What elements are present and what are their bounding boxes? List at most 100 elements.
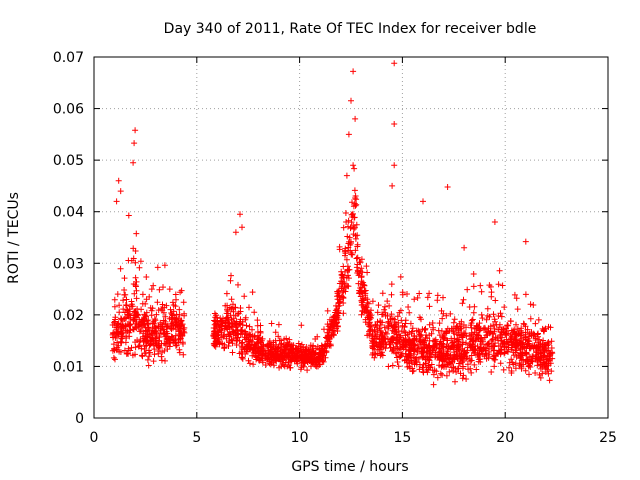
data-point: [474, 332, 481, 339]
data-point: [116, 309, 123, 316]
data-point: [388, 322, 395, 329]
data-point: [212, 318, 219, 325]
data-point: [508, 327, 515, 334]
data-point: [490, 311, 497, 318]
data-point: [110, 334, 117, 341]
data-point: [430, 326, 437, 333]
data-point: [470, 271, 477, 277]
data-point: [395, 363, 402, 370]
data-point: [451, 356, 458, 363]
y-tick-label: 0.06: [53, 102, 84, 118]
data-point: [211, 328, 218, 335]
data-point: [398, 328, 405, 335]
data-point: [237, 305, 244, 311]
data-point: [255, 336, 261, 343]
data-point: [281, 336, 288, 343]
data-point: [410, 346, 417, 352]
data-point: [513, 295, 520, 302]
data-point: [375, 302, 382, 309]
data-point: [145, 324, 152, 331]
data-point: [162, 313, 169, 320]
data-point: [454, 323, 461, 330]
data-point: [155, 307, 162, 314]
data-point: [389, 182, 396, 189]
data-point: [126, 306, 133, 313]
data-point: [430, 381, 437, 388]
data-point: [440, 294, 446, 301]
data-point: [350, 162, 357, 169]
data-point: [540, 337, 547, 344]
data-point: [253, 350, 259, 357]
data-point: [267, 356, 274, 363]
data-point: [300, 351, 307, 358]
data-point: [141, 346, 148, 353]
data-point: [426, 290, 433, 297]
data-point: [227, 277, 234, 284]
data-point: [268, 320, 275, 327]
data-point: [277, 345, 283, 351]
data-point: [241, 293, 248, 300]
data-point: [536, 371, 543, 378]
data-point: [287, 364, 294, 371]
data-point: [490, 330, 497, 337]
data-point: [159, 349, 166, 356]
data-point: [453, 369, 460, 375]
data-point: [223, 290, 230, 297]
data-point: [530, 302, 537, 308]
data-point: [506, 359, 513, 366]
data-point: [463, 376, 470, 382]
data-point: [113, 346, 120, 353]
data-point: [516, 352, 523, 359]
data-point: [165, 335, 172, 341]
data-point: [352, 235, 359, 242]
data-point: [340, 224, 347, 231]
data-point: [449, 342, 456, 349]
data-point: [345, 266, 352, 273]
data-point: [267, 361, 274, 368]
data-point: [246, 360, 253, 367]
data-point: [223, 315, 230, 322]
data-point: [444, 184, 451, 190]
data-point: [235, 334, 241, 341]
data-point: [272, 329, 279, 336]
data-point: [113, 322, 120, 329]
data-point: [345, 131, 352, 138]
data-point: [466, 332, 473, 339]
x-tick-label: 0: [90, 430, 99, 446]
data-point: [468, 320, 475, 327]
x-tick-label: 10: [291, 430, 309, 446]
y-tick-label: 0.02: [53, 308, 84, 324]
data-point: [516, 339, 523, 346]
data-point: [407, 320, 414, 327]
data-point: [159, 301, 166, 308]
data-point: [437, 370, 444, 377]
data-point: [512, 365, 519, 372]
data-point: [377, 352, 384, 359]
data-point: [228, 316, 235, 323]
data-point: [281, 349, 288, 356]
data-point: [501, 304, 508, 311]
data-point: [489, 343, 496, 350]
data-point: [118, 325, 125, 332]
data-point: [115, 342, 122, 349]
data-point: [153, 311, 160, 318]
data-point: [538, 350, 545, 357]
data-point: [407, 347, 413, 354]
data-point: [427, 345, 434, 351]
data-point: [169, 299, 176, 306]
data-point: [156, 337, 163, 344]
data-point: [522, 238, 529, 245]
data-point: [450, 367, 457, 374]
data-point: [387, 344, 394, 351]
data-point: [351, 165, 358, 172]
data-point: [485, 354, 492, 361]
data-point: [454, 338, 461, 345]
data-point: [432, 354, 439, 361]
data-point: [166, 315, 173, 322]
data-point: [121, 291, 128, 298]
data-point: [382, 336, 389, 343]
data-point: [381, 306, 388, 313]
data-point: [144, 356, 151, 363]
data-point: [411, 296, 418, 303]
data-point: [180, 326, 187, 333]
